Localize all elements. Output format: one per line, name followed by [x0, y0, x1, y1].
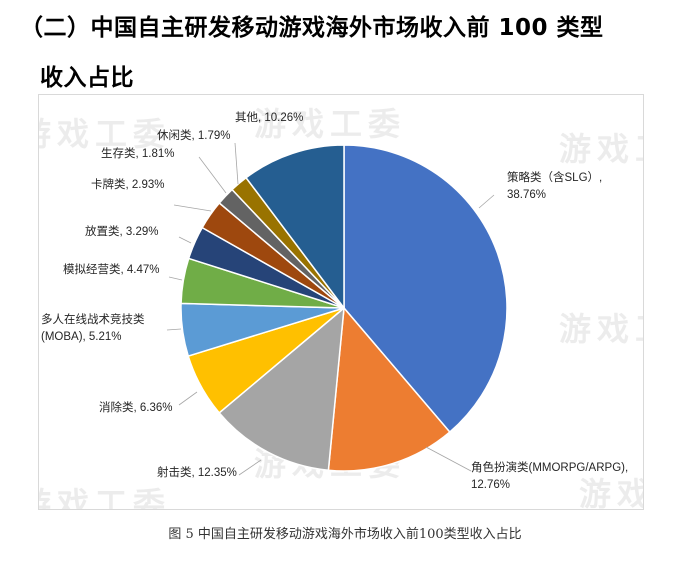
slice-label: 生存类, 1.81% [101, 146, 175, 160]
watermark-text: 游戏工委 [39, 485, 171, 509]
leader-line [238, 459, 262, 476]
slice-label-line: 休闲类, 1.79% [157, 128, 231, 142]
watermark-text: 游戏工委 [254, 105, 406, 143]
figure-caption: 图 5 中国自主研发移动游戏海外市场收入前100类型收入占比 [168, 527, 522, 542]
chart-frame: 游戏工委游戏工委游戏工委游戏工委游戏工委游戏工委游戏工委游戏工委 策略类（含SL… [38, 94, 644, 510]
watermark-text: 游戏工委 [559, 130, 643, 168]
watermark-text: 游戏工委 [579, 475, 643, 509]
pie-slice [327, 306, 451, 472]
slice-label-line: 射击类, 12.35% [157, 465, 237, 479]
watermark-text: 游戏工委 [559, 310, 643, 348]
slice-label-line: 12.76% [471, 479, 510, 491]
leader-line [168, 276, 183, 281]
leader-line [478, 194, 495, 209]
slice-label-line: 消除类, 6.36% [99, 400, 173, 414]
pie-slice [343, 144, 508, 434]
slice-label: 策略类（含SLG）, 38.76% [507, 170, 602, 201]
pie-slices [180, 144, 508, 472]
pie-slice [244, 144, 345, 311]
slice-label: 卡牌类, 2.93% [91, 177, 165, 191]
leader-line [178, 236, 192, 244]
leader-lines [166, 142, 495, 476]
slice-label: 模拟经营类, 4.47% [63, 262, 160, 276]
slice-label: 休闲类, 1.79% [157, 128, 231, 142]
slice-label-line: 多人在线战术竞技类 [41, 312, 145, 326]
leader-line [166, 328, 182, 331]
leader-line [173, 204, 212, 212]
section-heading-line-1: （二）中国自主研发移动游戏海外市场收入前 100 类型 [20, 15, 604, 41]
slice-label: 其他, 10.26% [235, 111, 303, 124]
watermark-text: 游戏工委 [39, 115, 171, 153]
leader-line [178, 391, 198, 406]
slice-label: 角色扮演类(MMORPG/ARPG), 12.76% [471, 460, 628, 491]
pie-chart: 游戏工委游戏工委游戏工委游戏工委游戏工委游戏工委游戏工委游戏工委 策略类（含SL… [39, 105, 643, 509]
slice-label-line: 模拟经营类, 4.47% [63, 262, 160, 276]
slice-label-line: 放置类, 3.29% [85, 224, 159, 238]
slice-label-line: 生存类, 1.81% [101, 146, 175, 160]
slice-label: 放置类, 3.29% [85, 224, 159, 238]
slice-label-line: 卡牌类, 2.93% [91, 177, 165, 191]
slice-label-line: 角色扮演类(MMORPG/ARPG), [471, 460, 628, 474]
slice-label-line: (MOBA), 5.21% [41, 331, 122, 343]
slice-label-line: 策略类（含SLG）, [507, 170, 602, 184]
leader-line [198, 156, 227, 194]
slice-label-line: 38.76% [507, 189, 546, 201]
leader-line [425, 446, 472, 472]
slice-label-line: 其他, 10.26% [235, 111, 303, 124]
slice-labels: 策略类（含SLG）, 38.76% 角色扮演类(MMORPG/ARPG), 12.76… [41, 111, 628, 491]
section-heading-line-2: 收入占比 [40, 65, 134, 91]
slice-label: 多人在线战术竞技类 (MOBA), 5.21% [41, 312, 145, 343]
slice-label: 射击类, 12.35% [157, 465, 237, 479]
slice-label: 消除类, 6.36% [99, 400, 173, 414]
leader-line [234, 142, 239, 185]
pie-slice [218, 306, 345, 472]
